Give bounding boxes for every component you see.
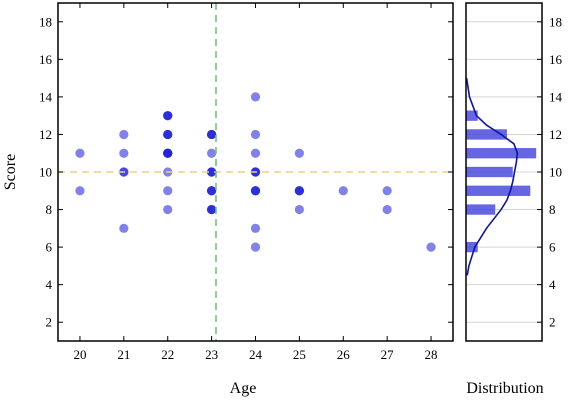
distribution-bar [466,166,513,178]
scatter-point [119,148,129,158]
x-axis-ticks: 20 21 22 23 24 25 26 27 28 [73,3,438,362]
y-tick-label: 10 [39,165,52,180]
x-tick-label: 25 [293,347,306,362]
distribution-y-tick-label: 16 [549,52,563,67]
scatter-point [382,204,392,215]
y-tick-label: 8 [46,202,53,217]
x-tick-label: 24 [249,347,263,362]
scatter-point [294,186,304,196]
scatter-point [75,186,85,196]
distribution-bar [466,204,496,215]
scatter-point [250,223,261,233]
scatter-point [338,186,348,196]
distribution-chart: 2 4 6 8 10 12 14 16 18 Distribution [465,2,563,397]
y-tick-label: 2 [46,315,53,330]
scatter-point [207,148,217,158]
scatter-point [163,111,173,121]
scatter-point [250,148,261,158]
distribution-bar [466,185,531,196]
y-tick-label: 4 [46,277,53,292]
scatter-point [426,242,436,252]
scatter-point [163,186,173,196]
distribution-bar [466,110,478,121]
distribution-y-tick-label: 12 [549,127,562,142]
density-curve [465,77,519,276]
scatter-point [119,129,129,140]
distribution-y-tick-label: 4 [549,277,556,292]
distribution-axis-label: Distribution [466,380,543,397]
scatter-point [250,186,261,196]
scatter-point [163,204,173,215]
scatter-point [163,129,173,140]
y-tick-label: 16 [39,52,53,67]
distribution-bar [466,129,507,140]
distribution-y-axis-ticks: 2 4 6 8 10 12 14 16 18 [537,14,563,330]
scatter-point [294,204,304,215]
x-axis-label: Age [230,380,257,397]
distribution-bar [466,241,478,253]
distribution-y-tick-label: 2 [549,315,556,330]
distribution-y-tick-label: 6 [549,240,556,255]
y-axis-label: Score [2,154,19,190]
distribution-y-tick-label: 10 [549,165,562,180]
scatter-point [207,204,217,215]
y-tick-label: 6 [46,240,53,255]
x-tick-label: 27 [381,347,395,362]
distribution-y-tick-label: 18 [549,14,562,29]
x-tick-label: 23 [205,347,218,362]
x-tick-label: 22 [161,347,174,362]
y-tick-label: 18 [39,14,52,29]
scatter-point [119,223,129,233]
scatter-point [250,242,261,252]
x-tick-label: 28 [425,347,438,362]
x-tick-label: 20 [73,347,86,362]
y-tick-label: 14 [39,89,53,104]
scatter-point [207,129,217,140]
scatter-point [163,148,173,158]
x-tick-label: 26 [337,347,351,362]
distribution-bar [466,148,537,159]
scatter-point [250,129,261,140]
y-axis-ticks: 2 4 6 8 10 12 14 16 18 [39,14,453,330]
scatter-point [207,167,217,177]
distribution-y-tick-label: 8 [549,202,556,217]
y-tick-label: 12 [39,127,52,142]
reference-lines [58,3,453,341]
distribution-bars [466,110,537,253]
scatter-point [250,92,261,102]
scatter-point [382,186,392,196]
scatter-point [294,148,304,158]
scatter-point [207,186,217,196]
x-tick-label: 21 [117,347,130,362]
distribution-y-tick-label: 14 [549,89,563,104]
scatter-point [75,148,85,158]
